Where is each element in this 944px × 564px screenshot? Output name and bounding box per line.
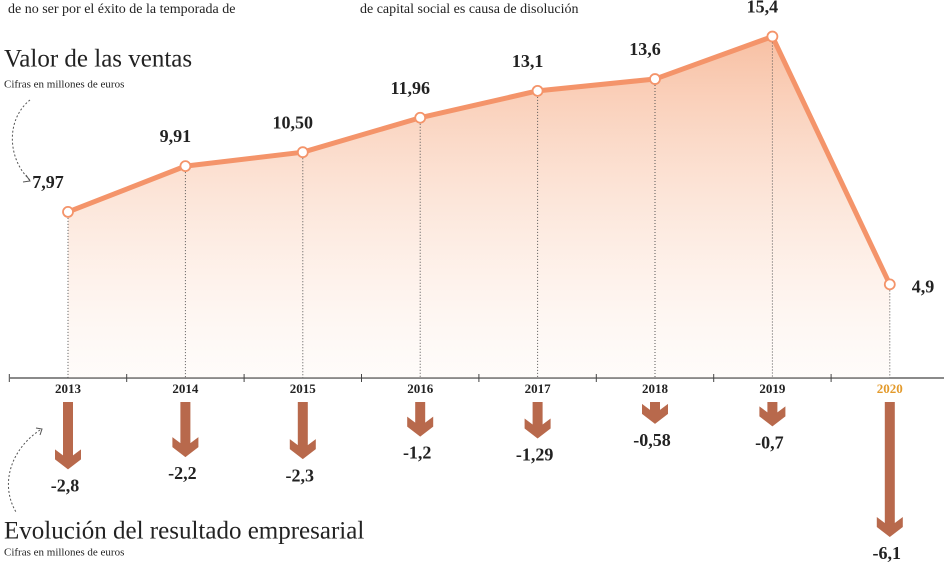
point [63,207,73,217]
point [415,113,425,123]
x-tick-label: 2017 [525,381,552,396]
pointer-arrow [12,100,30,180]
result-arrow [290,402,316,459]
result-arrow [172,402,198,457]
text-fragment: de no ser por el éxito de la temporada d… [8,2,235,17]
value-label: 4,9 [912,276,935,296]
value-label: -1,29 [516,445,554,465]
value-label: 9,91 [160,126,192,146]
chart-subtitle: Cifras en millones de euros [4,79,124,91]
x-tick-label: 2015 [290,381,317,396]
text-fragment: de capital social es causa de disolución [360,2,578,17]
x-tick-label: 2018 [642,381,669,396]
pointer-arrow [8,430,40,512]
x-tick-label: 2013 [55,381,82,396]
point [298,147,308,157]
value-label: -0,58 [633,430,671,450]
value-label: -6,1 [873,543,902,563]
point [885,279,895,289]
x-tick-label: 2014 [172,381,199,396]
value-label: -2,8 [51,476,80,496]
result-arrow [877,402,903,537]
point [650,74,660,84]
infographic: de no ser por el éxito de la temporada d… [0,0,944,564]
result-arrow [407,402,433,437]
chart-subtitle: Cifras en millones de euros [4,547,124,559]
value-label: 13,6 [629,39,661,59]
point [533,86,543,96]
result-arrow [759,402,785,426]
value-label: -0,7 [755,432,784,452]
point [767,32,777,42]
x-tick-label: 2016 [407,381,434,396]
x-tick-label: 2020 [877,381,903,396]
point [180,161,190,171]
value-label: 7,97 [32,172,64,192]
value-label: 13,1 [512,51,544,71]
x-tick-label: 2019 [759,381,786,396]
value-label: 11,96 [390,78,430,98]
value-label: 10,50 [273,112,314,132]
pointer-head [36,428,42,435]
area-shade [68,37,890,378]
result-arrow [55,402,81,469]
result-arrow [642,402,668,424]
value-label: -1,2 [403,443,432,463]
value-label: -2,2 [168,463,197,483]
chart-title: Valor de las ventas [4,46,192,73]
value-label: 15,4 [747,0,779,17]
value-label: -2,3 [286,465,315,485]
chart-title: Evolución del resultado empresarial [4,518,364,545]
result-arrow [525,402,551,438]
